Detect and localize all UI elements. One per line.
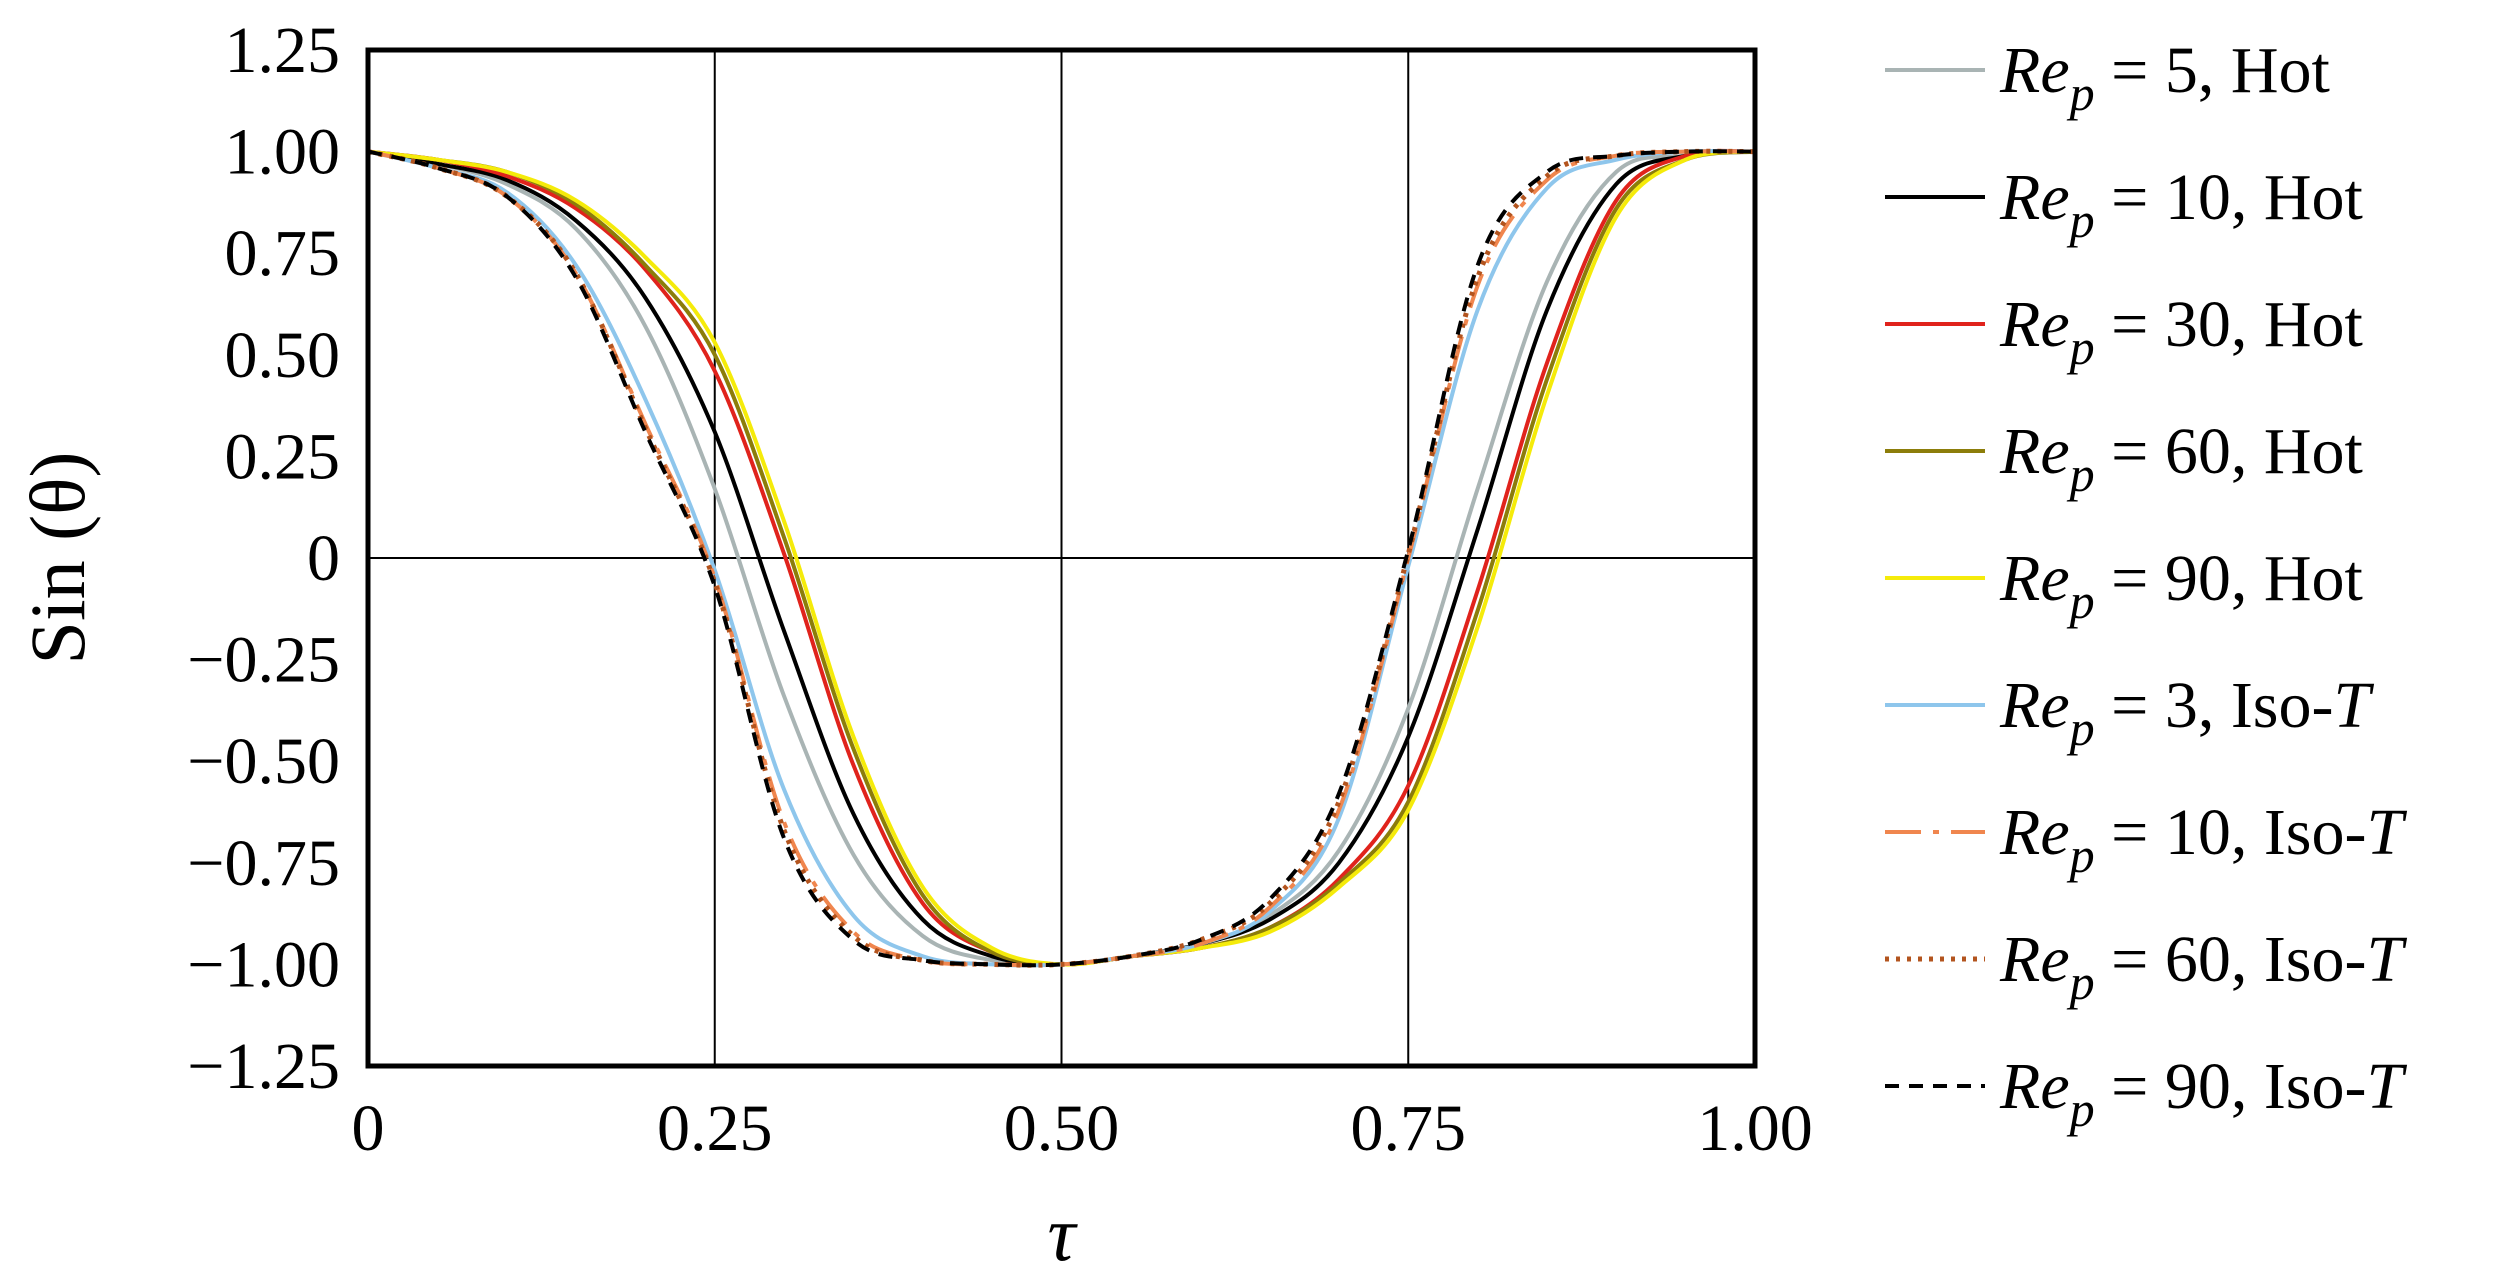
legend-label: Rep = 30, Hot	[1999, 288, 2363, 375]
y-tick-label: 1.00	[225, 116, 341, 189]
y-tick-label: −1.25	[187, 1030, 340, 1103]
legend: Rep = 5, Hot Rep = 10, Hot Rep = 30, Hot Re…	[1885, 34, 2407, 1137]
legend-label: Rep = 90, Hot	[1999, 542, 2363, 629]
y-tick-label: −0.50	[187, 725, 340, 798]
y-tick-label: 0.25	[225, 420, 341, 493]
legend-item: Rep = 3, Iso-T	[1885, 669, 2374, 756]
x-tick-label: 0	[352, 1092, 385, 1165]
plot-area-frame	[365, 47, 1758, 1069]
legend-item: Rep = 90, Hot	[1885, 542, 2363, 629]
legend-label: Rep = 90, Iso-T	[1999, 1050, 2407, 1137]
series-line-6	[367, 149, 1756, 968]
legend-item: Rep = 10, Hot	[1885, 161, 2363, 248]
y-tick-label: −1.00	[187, 928, 340, 1001]
legend-item: Rep = 60, Iso-T	[1885, 923, 2407, 1010]
legend-label: Rep = 60, Hot	[1999, 415, 2363, 502]
legend-label: Rep = 10, Iso-T	[1999, 796, 2407, 883]
legend-label: Rep = 5, Hot	[1999, 34, 2330, 121]
y-axis-ticks: 1.25 1.00 0.75 0.50 0.25 0 −0.25 −0.50 −0.75 −1.0…	[187, 14, 340, 1103]
y-tick-label: −0.75	[187, 827, 340, 900]
legend-item: Rep = 5, Hot	[1885, 34, 2330, 121]
legend-label: Rep = 60, Iso-T	[1999, 923, 2407, 1010]
legend-item: Rep = 90, Iso-T	[1885, 1050, 2407, 1137]
y-tick-label: 0.50	[225, 319, 341, 392]
legend-item: Rep = 30, Hot	[1885, 288, 2363, 375]
legend-label: Rep = 10, Hot	[1999, 161, 2363, 248]
x-tick-label: 1.00	[1697, 1092, 1813, 1165]
y-tick-label: 1.25	[225, 14, 341, 87]
legend-label: Rep = 3, Iso-T	[1999, 669, 2374, 756]
y-tick-label: 0.75	[225, 217, 341, 290]
legend-item: Rep = 60, Hot	[1885, 415, 2363, 502]
y-axis-label: Sin (θ)	[14, 452, 101, 665]
x-tick-label: 0.25	[657, 1092, 773, 1165]
series-line-7	[367, 148, 1756, 968]
series-line-8	[367, 149, 1756, 968]
y-tick-label: −0.25	[187, 624, 340, 697]
x-tick-label: 0.50	[1004, 1092, 1120, 1165]
y-tick-label: 0	[307, 522, 340, 595]
series-layer	[367, 148, 1756, 968]
x-axis-label: τ	[1048, 1190, 1079, 1277]
x-axis-ticks: 0 0.25 0.50 0.75 1.00	[352, 1092, 1813, 1165]
legend-item: Rep = 10, Iso-T	[1885, 796, 2407, 883]
x-tick-label: 0.75	[1351, 1092, 1467, 1165]
